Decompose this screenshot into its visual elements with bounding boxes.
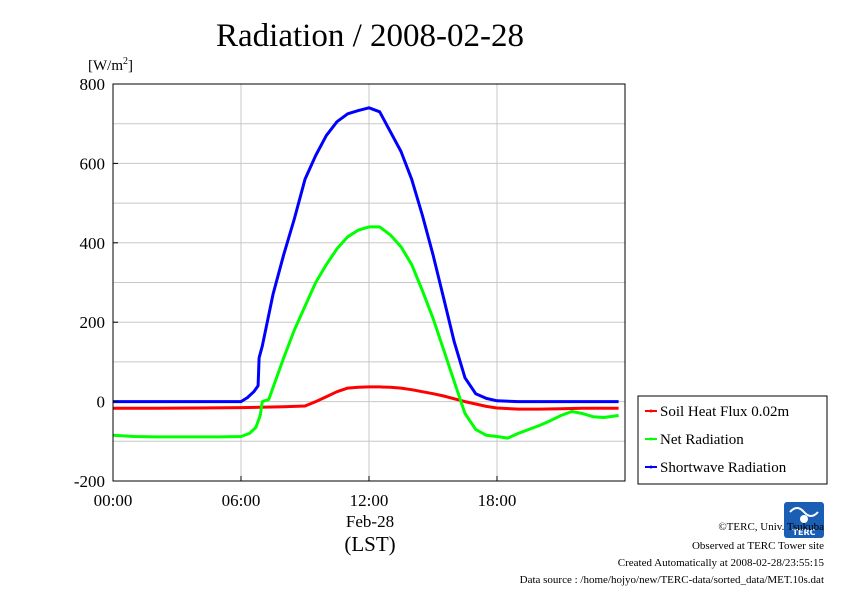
legend-marker — [649, 437, 653, 441]
date-label: Feb-28 — [346, 512, 394, 531]
legend-label: Soil Heat Flux 0.02m — [660, 404, 790, 420]
footer-observed: Observed at TERC Tower site — [692, 540, 824, 552]
x-axis-label: (LST) — [344, 532, 395, 556]
y-unit-superscript: 2 — [123, 56, 128, 67]
series-line-1 — [112, 225, 619, 440]
y-tick-label: 200 — [80, 313, 106, 332]
legend-label: Shortwave Radiation — [660, 460, 787, 476]
y-unit-main: [W/m — [88, 58, 123, 74]
x-tick-label: 12:00 — [350, 491, 389, 510]
series-layer — [112, 106, 619, 440]
logo-wave-icon — [789, 507, 819, 517]
terc-logo: TERC — [784, 502, 824, 538]
footer-copyright: ©TERC, Univ. Tsukuba — [718, 521, 824, 533]
legend-box — [637, 395, 828, 485]
legend-items: Soil Heat Flux 0.02m Net Radiation Shortwa… — [645, 404, 790, 476]
series-line-0 — [113, 385, 619, 411]
y-tick-label: -200 — [74, 472, 105, 491]
legend-label: Net Radiation — [660, 432, 744, 448]
legend-marker — [649, 465, 653, 469]
chart-title: Radiation / 2008-02-28 — [216, 18, 524, 54]
y-tick-label: 600 — [80, 154, 106, 173]
x-axis-ticks: 00:00 06:00 12:00 18:00 — [94, 476, 517, 510]
x-tick-label: 06:00 — [222, 491, 261, 510]
legend-marker — [649, 409, 653, 413]
x-tick-label: 18:00 — [478, 491, 517, 510]
y-tick-label: 400 — [80, 234, 106, 253]
logo-drop-icon — [800, 515, 808, 523]
footer-source: Data source : /home/hojyo/new/TERC-data/… — [520, 574, 824, 586]
series-line-2 — [113, 106, 619, 404]
y-unit-close: ] — [128, 58, 133, 74]
y-axis-ticks: 800 600 400 200 0 -200 — [74, 75, 118, 491]
legend: Soil Heat Flux 0.02m Net Radiation Shortwa… — [637, 395, 828, 485]
logo-text: TERC — [793, 528, 816, 537]
y-axis-unit: [W/m2] — [88, 56, 133, 74]
x-tick-label: 00:00 — [94, 491, 133, 510]
footer-created: Created Automatically at 2008-02-28/23:5… — [618, 557, 825, 569]
y-tick-label: 800 — [80, 75, 106, 94]
y-tick-label: 0 — [97, 393, 106, 412]
